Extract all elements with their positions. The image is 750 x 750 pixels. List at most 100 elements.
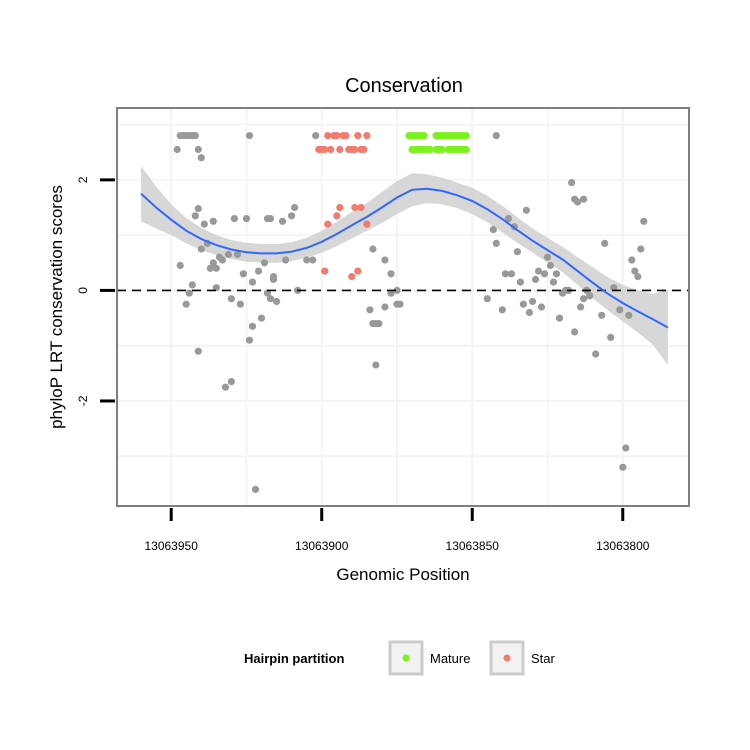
point-star bbox=[351, 203, 359, 212]
point-other bbox=[549, 278, 558, 286]
x-axis-label: Genomic Position bbox=[336, 565, 469, 584]
legend-label-mature: Mature bbox=[430, 651, 470, 666]
y-tick-label: 0 bbox=[76, 287, 90, 294]
x-tick-label: 13063950 bbox=[144, 539, 198, 553]
point-other bbox=[513, 248, 522, 256]
point-other bbox=[185, 289, 193, 297]
point-star bbox=[321, 145, 329, 154]
point-other bbox=[598, 311, 606, 319]
point-other bbox=[200, 220, 208, 228]
point-other bbox=[221, 383, 229, 391]
point-other bbox=[206, 264, 214, 272]
point-other bbox=[218, 256, 226, 264]
point-other bbox=[303, 256, 311, 264]
point-other bbox=[555, 314, 564, 322]
point-other bbox=[489, 226, 497, 234]
point-other bbox=[254, 267, 263, 275]
data-points bbox=[173, 132, 648, 493]
point-star bbox=[333, 212, 341, 220]
point-other bbox=[601, 239, 609, 247]
series-star bbox=[315, 132, 371, 281]
point-other bbox=[492, 132, 500, 140]
point-other bbox=[279, 217, 287, 225]
point-other bbox=[637, 245, 645, 253]
point-other bbox=[266, 215, 275, 223]
point-other bbox=[188, 281, 196, 289]
point-other bbox=[375, 320, 383, 328]
point-star bbox=[360, 145, 368, 154]
point-star bbox=[363, 220, 371, 228]
point-other bbox=[291, 203, 299, 212]
legend-title: Hairpin partition bbox=[244, 651, 344, 666]
point-other bbox=[212, 284, 220, 292]
point-star bbox=[354, 132, 362, 140]
point-other bbox=[309, 256, 317, 264]
point-other bbox=[580, 195, 588, 203]
point-other bbox=[381, 303, 389, 311]
point-star bbox=[348, 273, 356, 281]
point-other bbox=[607, 333, 615, 341]
point-other bbox=[227, 378, 235, 386]
point-other bbox=[483, 295, 491, 303]
chart-title: Conservation bbox=[345, 75, 463, 97]
point-other bbox=[616, 306, 624, 314]
point-other bbox=[625, 311, 633, 319]
point-other bbox=[194, 205, 202, 213]
point-other bbox=[522, 206, 531, 214]
point-other bbox=[209, 217, 217, 225]
point-other bbox=[381, 256, 389, 264]
x-tick-label: 13063850 bbox=[446, 539, 500, 553]
x-tick-label: 13063800 bbox=[596, 539, 650, 553]
point-mature bbox=[420, 132, 428, 140]
point-mature bbox=[462, 132, 470, 140]
point-star bbox=[333, 132, 341, 140]
point-other bbox=[227, 295, 235, 303]
point-other bbox=[640, 217, 648, 225]
point-star bbox=[336, 203, 344, 212]
point-other bbox=[224, 250, 232, 259]
point-other bbox=[568, 179, 576, 187]
point-other bbox=[245, 336, 254, 344]
point-other bbox=[628, 256, 636, 264]
point-star bbox=[336, 145, 344, 154]
point-other bbox=[273, 297, 281, 306]
point-star bbox=[324, 132, 332, 140]
point-other bbox=[610, 284, 618, 292]
series-mature bbox=[405, 132, 470, 154]
point-other bbox=[230, 215, 238, 223]
point-star bbox=[357, 203, 365, 212]
point-other bbox=[498, 306, 506, 314]
point-other bbox=[263, 289, 272, 297]
point-other bbox=[173, 145, 181, 154]
point-other bbox=[369, 245, 377, 253]
point-other bbox=[537, 303, 546, 311]
point-other bbox=[372, 361, 380, 369]
point-star bbox=[342, 132, 350, 140]
legend: Hairpin partition Mature Star bbox=[244, 640, 556, 676]
point-other bbox=[251, 485, 260, 493]
point-other bbox=[571, 328, 579, 336]
point-other bbox=[580, 295, 588, 303]
point-other bbox=[245, 132, 254, 140]
point-other bbox=[242, 215, 251, 223]
point-other bbox=[507, 270, 515, 278]
point-other bbox=[194, 347, 202, 355]
point-other bbox=[176, 261, 184, 270]
point-other bbox=[248, 322, 257, 330]
series-other bbox=[173, 132, 648, 493]
legend-label-star: Star bbox=[531, 651, 556, 666]
point-other bbox=[269, 273, 278, 281]
point-other bbox=[543, 253, 552, 261]
legend-star-marker bbox=[503, 654, 511, 662]
point-other bbox=[194, 145, 202, 154]
y-tick-label: -2 bbox=[76, 395, 90, 406]
point-other bbox=[504, 215, 512, 223]
point-other bbox=[634, 273, 642, 281]
point-mature bbox=[426, 145, 434, 154]
point-other bbox=[396, 300, 404, 308]
point-other bbox=[191, 132, 199, 140]
x-tick-label: 13063900 bbox=[295, 539, 349, 553]
point-other bbox=[577, 303, 585, 311]
point-star bbox=[354, 267, 362, 275]
point-other bbox=[312, 132, 320, 140]
